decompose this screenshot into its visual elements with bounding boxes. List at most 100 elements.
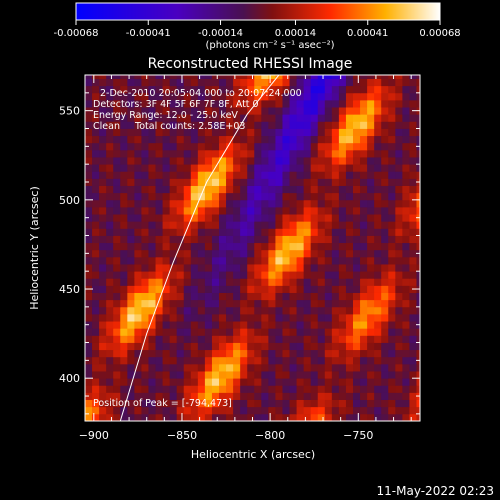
heatmap-cell [204, 413, 213, 421]
heatmap-cell [324, 135, 333, 144]
heatmap-cell [113, 135, 121, 144]
heatmap-cell [261, 356, 269, 365]
heatmap-cell [219, 278, 227, 286]
heatmap-cell [353, 178, 361, 186]
heatmap-cell [254, 149, 262, 158]
heatmap-cell [113, 299, 121, 308]
heatmap-cell [331, 328, 340, 336]
heatmap-cell [148, 242, 156, 251]
heatmap-cell [360, 214, 368, 222]
heatmap-cell [303, 149, 312, 158]
heatmap-cell [338, 178, 347, 186]
heatmap-cell [162, 242, 171, 251]
heatmap-cell [176, 392, 185, 400]
heatmap-cell [303, 235, 312, 244]
heatmap-cell [268, 264, 276, 272]
heatmap-cell [190, 78, 199, 87]
heatmap-cell [324, 178, 333, 186]
heatmap-cell [353, 214, 361, 222]
heatmap-cell [85, 299, 93, 308]
heatmap [85, 75, 420, 421]
heatmap-cell [92, 256, 100, 265]
heatmap-cell [303, 285, 312, 293]
heatmap-cell [155, 285, 163, 293]
heatmap-cell [331, 199, 340, 208]
heatmap-cell [381, 328, 389, 336]
heatmap-cell [367, 292, 375, 301]
heatmap-cell [219, 99, 227, 108]
heatmap-cell [106, 221, 114, 229]
heatmap-cell [296, 335, 305, 343]
heatmap-cell [134, 107, 142, 115]
heatmap-cell [190, 285, 199, 293]
heatmap-cell [345, 242, 354, 251]
heatmap-cell [331, 121, 340, 129]
heatmap-cell [204, 363, 213, 372]
heatmap-cell [338, 399, 347, 408]
heatmap-cell [416, 363, 420, 372]
heatmap-cell [289, 142, 297, 151]
heatmap-cell [310, 399, 319, 408]
heatmap-cell [254, 78, 262, 87]
heatmap-cell [106, 235, 114, 244]
heatmap-cell [134, 164, 142, 172]
heatmap-cell [367, 249, 375, 258]
heatmap-cell [176, 292, 185, 301]
heatmap-cell [240, 278, 248, 286]
heatmap-cell [240, 107, 248, 115]
heatmap-cell [289, 256, 297, 265]
heatmap-cell [261, 242, 269, 251]
heatmap-cell [254, 406, 262, 415]
heatmap-cell [416, 406, 420, 415]
heatmap-cell [395, 75, 403, 79]
heatmap-cell [282, 228, 290, 236]
heatmap-cell [176, 256, 185, 265]
heatmap-cell [155, 278, 163, 286]
heatmap-cell [402, 242, 410, 251]
heatmap-cell [360, 157, 368, 165]
heatmap-cell [282, 299, 290, 308]
heatmap-cell [169, 371, 178, 379]
heatmap-cell [204, 292, 213, 301]
heatmap-cell [162, 164, 171, 172]
heatmap-cell [374, 349, 382, 358]
heatmap-cell [381, 271, 389, 279]
heatmap-cell [155, 149, 163, 158]
heatmap-cell [134, 128, 142, 137]
heatmap-cell [141, 271, 149, 279]
heatmap-cell [219, 335, 227, 343]
heatmap-cell [226, 349, 234, 358]
heatmap-cell [148, 363, 156, 372]
heatmap-cell [92, 371, 100, 379]
colorbar-tick-label: -0.00041 [126, 28, 171, 39]
heatmap-cell [282, 242, 290, 251]
heatmap-cell [176, 178, 185, 186]
heatmap-cell [113, 413, 121, 421]
heatmap-cell [240, 214, 248, 222]
heatmap-cell [296, 278, 305, 286]
heatmap-cell [254, 192, 262, 201]
heatmap-cell [395, 235, 403, 244]
heatmap-cell [317, 264, 326, 272]
heatmap-cell [268, 235, 276, 244]
heatmap-cell [247, 399, 255, 408]
heatmap-cell [310, 121, 319, 129]
heatmap-cell [275, 285, 283, 293]
heatmap-cell [416, 171, 420, 179]
heatmap-cell [381, 214, 389, 222]
heatmap-cell [190, 306, 199, 315]
heatmap-cell [324, 328, 333, 336]
heatmap-cell [374, 128, 382, 137]
heatmap-cell [197, 199, 206, 208]
heatmap-cell [197, 264, 206, 272]
heatmap-cell [261, 321, 269, 329]
heatmap-cell [310, 114, 319, 122]
heatmap-cell [303, 313, 312, 322]
heatmap-cell [247, 406, 255, 415]
peak-position-label: Position of Peak = [-794,473] [93, 398, 232, 409]
heatmap-cell [409, 378, 417, 386]
heatmap-cell [395, 185, 403, 194]
heatmap-cell [268, 221, 276, 229]
heatmap-cell [289, 164, 297, 172]
heatmap-cell [296, 306, 305, 315]
